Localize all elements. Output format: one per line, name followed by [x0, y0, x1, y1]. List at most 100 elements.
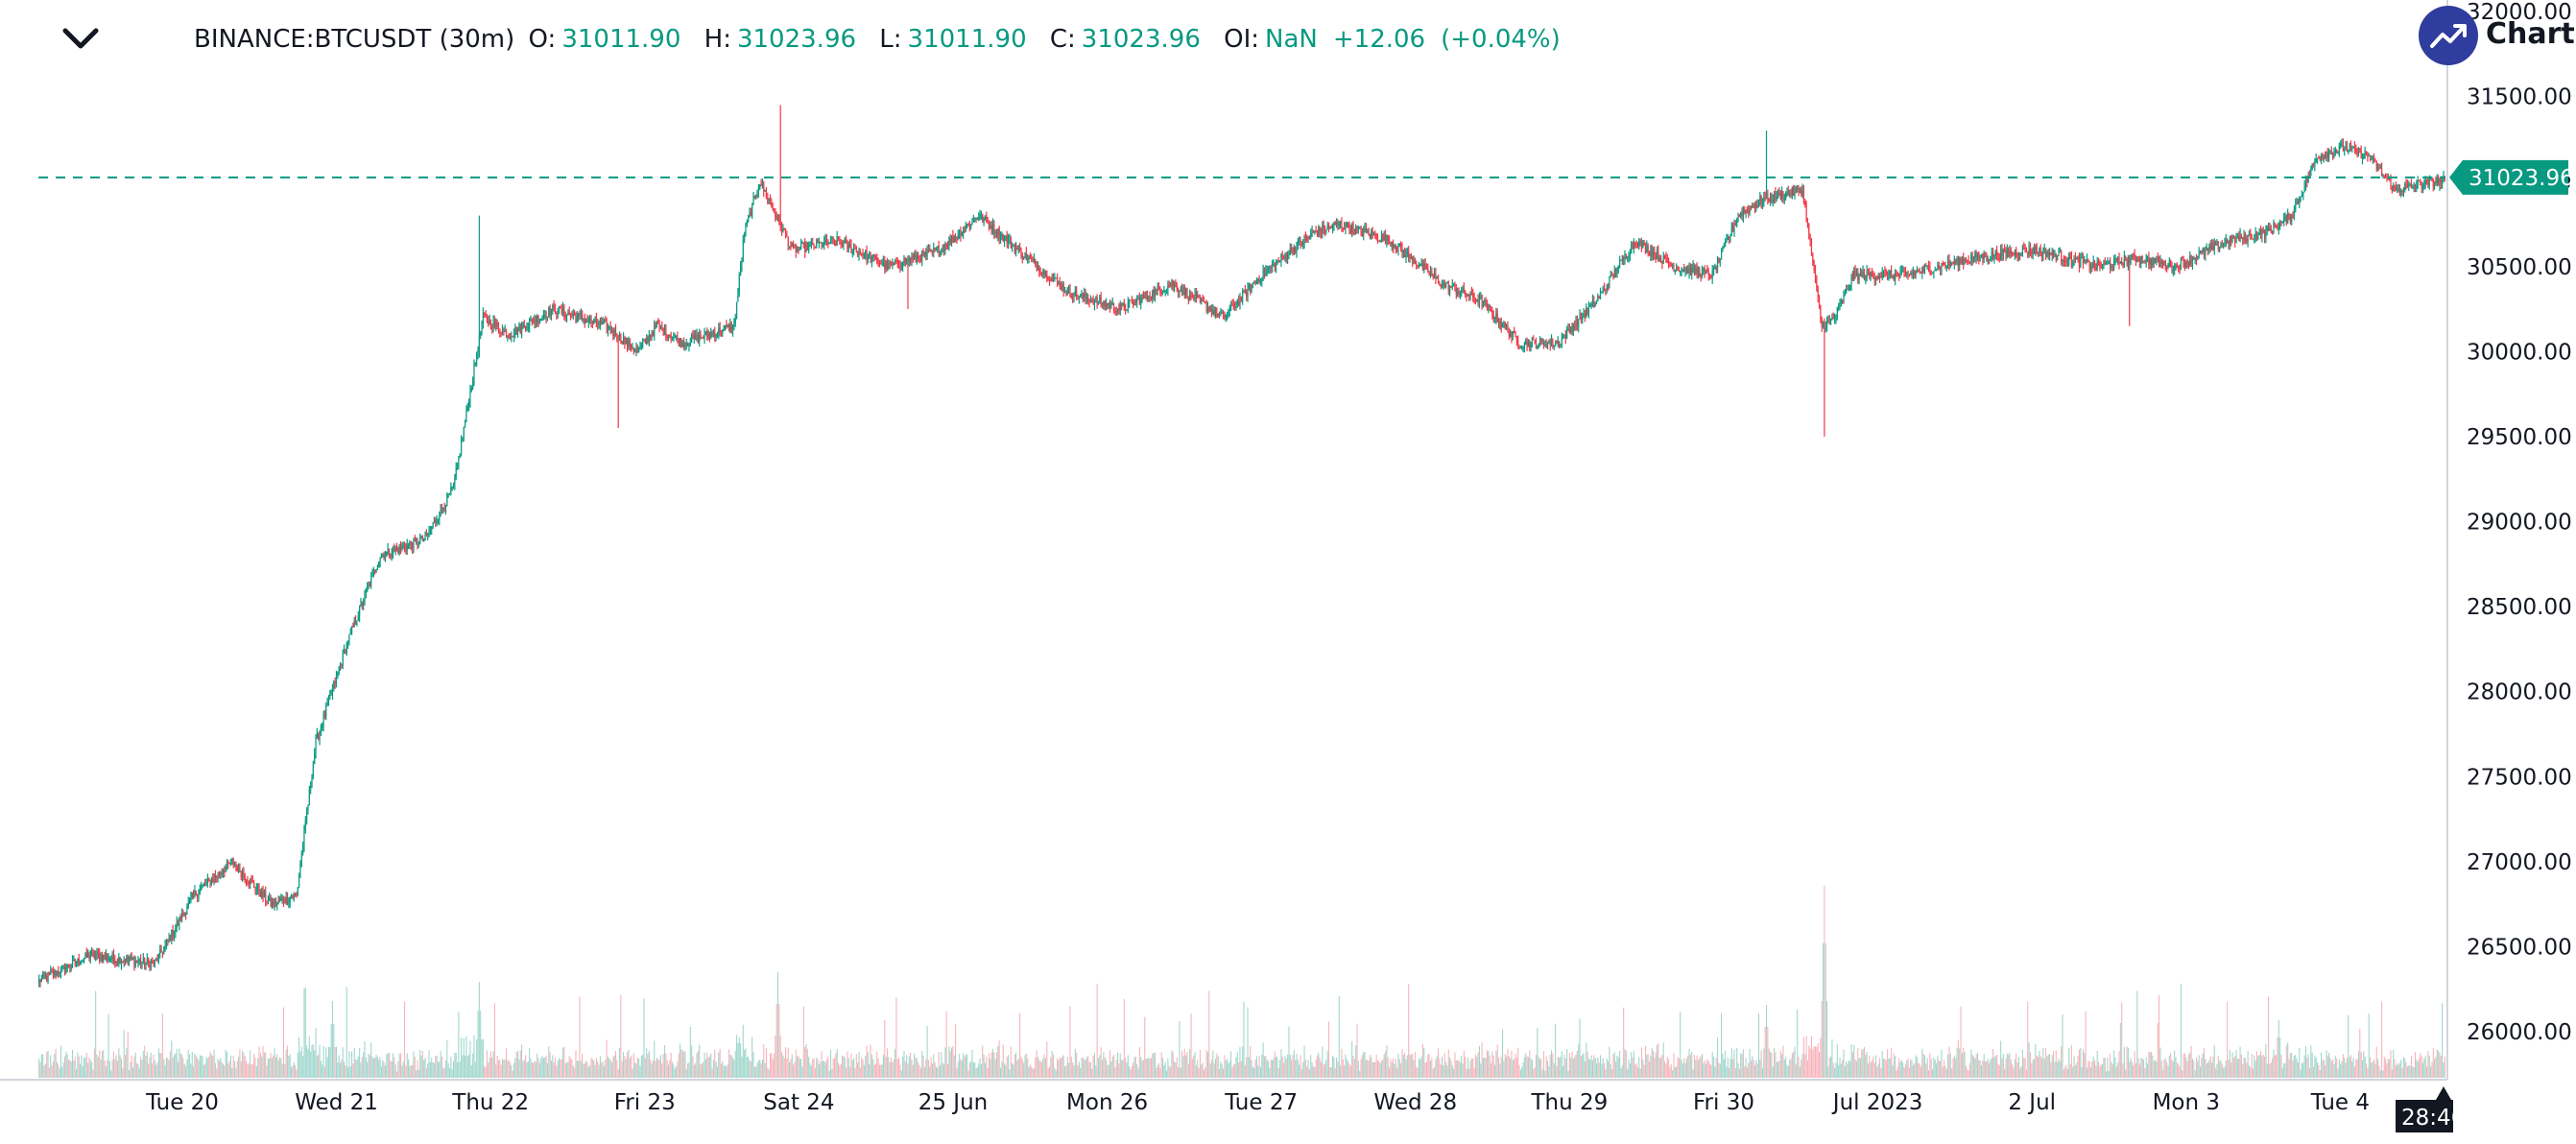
- volume-bar: [416, 1070, 417, 1078]
- volume-bar: [2293, 1055, 2295, 1078]
- candle-body: [1382, 234, 1384, 240]
- candle-body: [527, 326, 529, 328]
- volume-bar: [1994, 1056, 1996, 1078]
- candle-body: [821, 242, 823, 248]
- volume-bar: [1442, 1056, 1443, 1078]
- candle-body: [197, 894, 199, 897]
- candle-body: [1334, 222, 1336, 225]
- volume-bar: [820, 1061, 822, 1078]
- volume-bar: [582, 1053, 584, 1078]
- candle-body: [971, 220, 973, 226]
- candle-body: [1412, 255, 1414, 264]
- volume-bar: [601, 1062, 603, 1078]
- candle-body: [39, 979, 41, 983]
- volume-bar: [844, 1057, 846, 1078]
- volume-bar: [1289, 1055, 1291, 1078]
- volume-bar: [500, 1064, 502, 1078]
- candle-body: [1467, 295, 1468, 297]
- candle-body: [1019, 247, 1021, 250]
- volume-bar: [1279, 1060, 1281, 1078]
- candle-body: [1338, 223, 1340, 226]
- candle-body: [1541, 340, 1543, 342]
- candle-body: [817, 240, 819, 244]
- candle-body: [824, 238, 826, 242]
- candle-body: [1129, 299, 1131, 303]
- volume-bar: [521, 1044, 523, 1078]
- candle-body: [46, 975, 48, 981]
- volume-bar: [1502, 1029, 1504, 1078]
- volume-bar: [591, 1059, 593, 1078]
- volume-bar: [2432, 1048, 2434, 1078]
- volume-bar: [1394, 1063, 1395, 1078]
- candle-body: [1209, 307, 1211, 311]
- candle-body: [1217, 313, 1219, 318]
- candle-body: [572, 314, 574, 316]
- volume-bar: [1818, 1052, 1821, 1078]
- volume-bar: [1583, 1053, 1585, 1078]
- volume-bar: [846, 1067, 847, 1078]
- candle-body: [1760, 196, 1762, 203]
- volume-bar: [1304, 1059, 1306, 1078]
- volume-bar: [593, 1061, 595, 1078]
- candle-body: [1433, 273, 1436, 276]
- volume-bar: [1723, 1059, 1725, 1078]
- volume-bar: [2136, 990, 2138, 1078]
- volume-bar: [927, 1060, 929, 1078]
- volume-bar: [1210, 1060, 1213, 1078]
- candle-body: [127, 957, 129, 961]
- candle-body: [560, 306, 561, 309]
- candle-body: [1951, 261, 1953, 263]
- volume-bar: [239, 1049, 241, 1078]
- candle-body: [740, 266, 742, 275]
- candle-body: [1065, 291, 1067, 295]
- volume-bar: [1042, 1058, 1044, 1078]
- volume-bar: [2254, 1061, 2256, 1078]
- volume-bar: [310, 1051, 312, 1078]
- candle-body: [818, 242, 820, 244]
- volume-bar: [1480, 1062, 1482, 1078]
- volume-bar: [81, 1055, 83, 1078]
- volume-bar: [1006, 1057, 1008, 1078]
- candle-body: [303, 829, 305, 847]
- candle-body: [1096, 297, 1098, 304]
- candle-body: [1934, 269, 1936, 272]
- candle-body: [814, 247, 816, 249]
- volume-bar: [1759, 1060, 1761, 1078]
- volume-bar: [466, 1056, 468, 1078]
- volume-bar: [2123, 1046, 2125, 1078]
- candle-body: [1014, 245, 1015, 252]
- volume-bar: [1562, 1065, 1564, 1078]
- candle-body: [1140, 298, 1142, 305]
- candle-body: [357, 616, 359, 621]
- volume-bar: [1707, 1061, 1709, 1078]
- volume-bar: [2404, 1058, 2406, 1078]
- candle-body: [177, 921, 179, 925]
- volume-bar: [1410, 1055, 1412, 1078]
- volume-bar: [769, 1053, 771, 1078]
- volume-bar: [1346, 1059, 1348, 1078]
- volume-bar: [831, 1068, 833, 1078]
- volume-bar: [1257, 1065, 1259, 1078]
- candle-body: [659, 325, 661, 328]
- volume-bar: [266, 1064, 268, 1078]
- candle-body: [1296, 246, 1298, 253]
- candle-body: [191, 893, 193, 897]
- candle-body: [1701, 270, 1704, 277]
- candle-body: [1232, 304, 1234, 308]
- candle-body: [1673, 265, 1675, 272]
- volume-bar: [251, 1063, 253, 1078]
- volume-bar: [61, 1066, 63, 1078]
- volume-bar: [678, 1053, 680, 1078]
- candle-body: [1488, 304, 1490, 310]
- volume-bar: [931, 1063, 933, 1078]
- candle-body: [169, 937, 172, 941]
- volume-bar: [206, 1058, 208, 1078]
- volume-bar: [684, 1051, 686, 1078]
- candle-body: [240, 871, 242, 877]
- volume-bar: [423, 1060, 425, 1078]
- candle-body: [56, 970, 58, 976]
- volume-bar: [419, 1050, 421, 1078]
- volume-bar: [1809, 1048, 1811, 1078]
- candle-body: [1077, 295, 1079, 298]
